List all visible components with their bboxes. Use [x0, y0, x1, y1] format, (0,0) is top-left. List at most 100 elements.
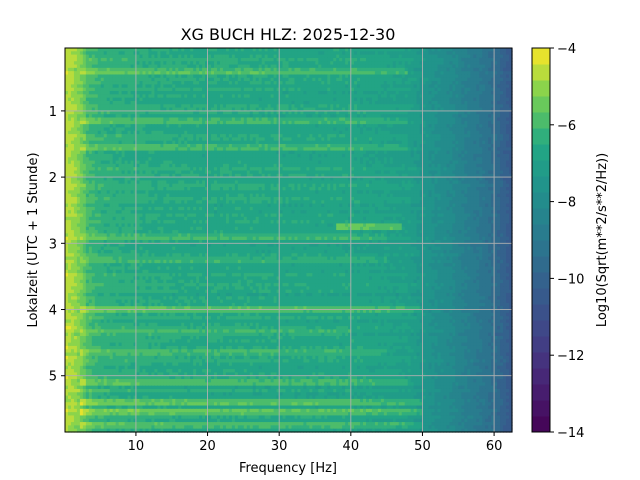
- heatmap-cell: [240, 100, 245, 105]
- heatmap-cell: [199, 48, 203, 52]
- heatmap-cell: [467, 64, 471, 69]
- heatmap-cell: [65, 51, 69, 56]
- heatmap-cell: [163, 91, 167, 95]
- heatmap-cell: [214, 91, 218, 95]
- heatmap-cell: [392, 61, 397, 66]
- heatmap-cell: [76, 81, 81, 86]
- heatmap-cell: [464, 77, 468, 82]
- heatmap-cell: [357, 54, 361, 59]
- heatmap-cell: [422, 54, 427, 59]
- heatmap-cell: [103, 84, 108, 89]
- heatmap-cell: [500, 71, 504, 76]
- heatmap-cell: [413, 77, 418, 82]
- heatmap-cell: [199, 51, 203, 56]
- heatmap-cell: [389, 94, 394, 99]
- heatmap-cell: [258, 77, 263, 82]
- heatmap-cell: [255, 94, 260, 99]
- heatmap-cell: [172, 84, 176, 89]
- heatmap-cell: [65, 64, 69, 69]
- heatmap-cell: [300, 51, 304, 56]
- heatmap-cell: [267, 87, 272, 92]
- heatmap-cell: [163, 87, 167, 92]
- heatmap-cell: [363, 61, 367, 66]
- heatmap-cell: [303, 51, 307, 56]
- heatmap-cell: [339, 84, 343, 89]
- heatmap-cell: [476, 74, 480, 79]
- heatmap-cell: [500, 74, 504, 79]
- heatmap-cell: [330, 94, 334, 99]
- heatmap-cell: [365, 84, 370, 89]
- heatmap-cell: [97, 94, 102, 99]
- heatmap-cell: [425, 74, 430, 79]
- heatmap-cell: [303, 84, 307, 89]
- heatmap-cell: [228, 84, 233, 89]
- heatmap-cell: [321, 100, 325, 105]
- heatmap-cell: [497, 67, 501, 72]
- heatmap-cell: [249, 48, 254, 52]
- heatmap-cell: [130, 100, 135, 105]
- heatmap-cell: [225, 57, 230, 62]
- heatmap-cell: [267, 77, 272, 82]
- heatmap-cell: [193, 54, 197, 59]
- heatmap-cell: [133, 54, 138, 59]
- heatmap-cell: [434, 48, 439, 52]
- heatmap-cell: [79, 61, 84, 66]
- heatmap-cell: [428, 97, 433, 102]
- heatmap-cell: [91, 84, 96, 89]
- heatmap-cell: [354, 97, 358, 102]
- heatmap-cell: [500, 77, 504, 82]
- heatmap-cell: [127, 61, 132, 66]
- heatmap-cell: [258, 100, 263, 105]
- heatmap-cell: [392, 51, 397, 56]
- heatmap-cell: [139, 51, 144, 56]
- heatmap-cell: [133, 91, 138, 95]
- heatmap-cell: [202, 87, 206, 92]
- heatmap-cell: [214, 74, 218, 79]
- heatmap-cell: [97, 61, 102, 66]
- heatmap-cell: [255, 81, 260, 86]
- heatmap-cell: [365, 74, 370, 79]
- heatmap-cell: [458, 64, 462, 69]
- heatmap-cell: [401, 51, 406, 56]
- heatmap-cell: [88, 51, 93, 56]
- heatmap-cell: [297, 97, 302, 102]
- heatmap-cell: [85, 87, 90, 92]
- heatmap-cell: [154, 64, 158, 69]
- heatmap-cell: [166, 57, 170, 62]
- heatmap-cell: [264, 64, 269, 69]
- heatmap-cell: [154, 57, 158, 62]
- heatmap-cell: [130, 91, 135, 95]
- heatmap-cell: [130, 57, 135, 62]
- heatmap-cell: [276, 71, 281, 76]
- heatmap-cell: [258, 51, 263, 56]
- heatmap-cell: [434, 91, 439, 95]
- heatmap-cell: [222, 54, 227, 59]
- heatmap-cell: [297, 74, 302, 79]
- heatmap-cell: [103, 74, 108, 79]
- heatmap-cell: [365, 51, 370, 56]
- heatmap-cell: [383, 97, 388, 102]
- heatmap-cell: [231, 94, 236, 99]
- heatmap-cell: [258, 48, 263, 52]
- heatmap-cell: [345, 84, 349, 89]
- heatmap-cell: [246, 74, 251, 79]
- heatmap-cell: [464, 97, 468, 102]
- heatmap-cell: [389, 71, 394, 76]
- heatmap-cell: [422, 84, 427, 89]
- heatmap-cell: [264, 71, 269, 76]
- heatmap-cell: [315, 54, 319, 59]
- heatmap-cell: [360, 54, 364, 59]
- heatmap-cell: [368, 77, 373, 82]
- heatmap-cell: [404, 91, 409, 95]
- heatmap-cell: [267, 64, 272, 69]
- heatmap-cell: [333, 91, 337, 95]
- heatmap-cell: [339, 57, 343, 62]
- heatmap-cell: [324, 61, 328, 66]
- heatmap-cell: [184, 64, 188, 69]
- heatmap-cell: [342, 67, 346, 72]
- heatmap-cell: [491, 61, 495, 66]
- heatmap-cell: [208, 100, 212, 105]
- heatmap-cell: [494, 74, 498, 79]
- heatmap-cell: [139, 91, 144, 95]
- heatmap-cell: [187, 64, 191, 69]
